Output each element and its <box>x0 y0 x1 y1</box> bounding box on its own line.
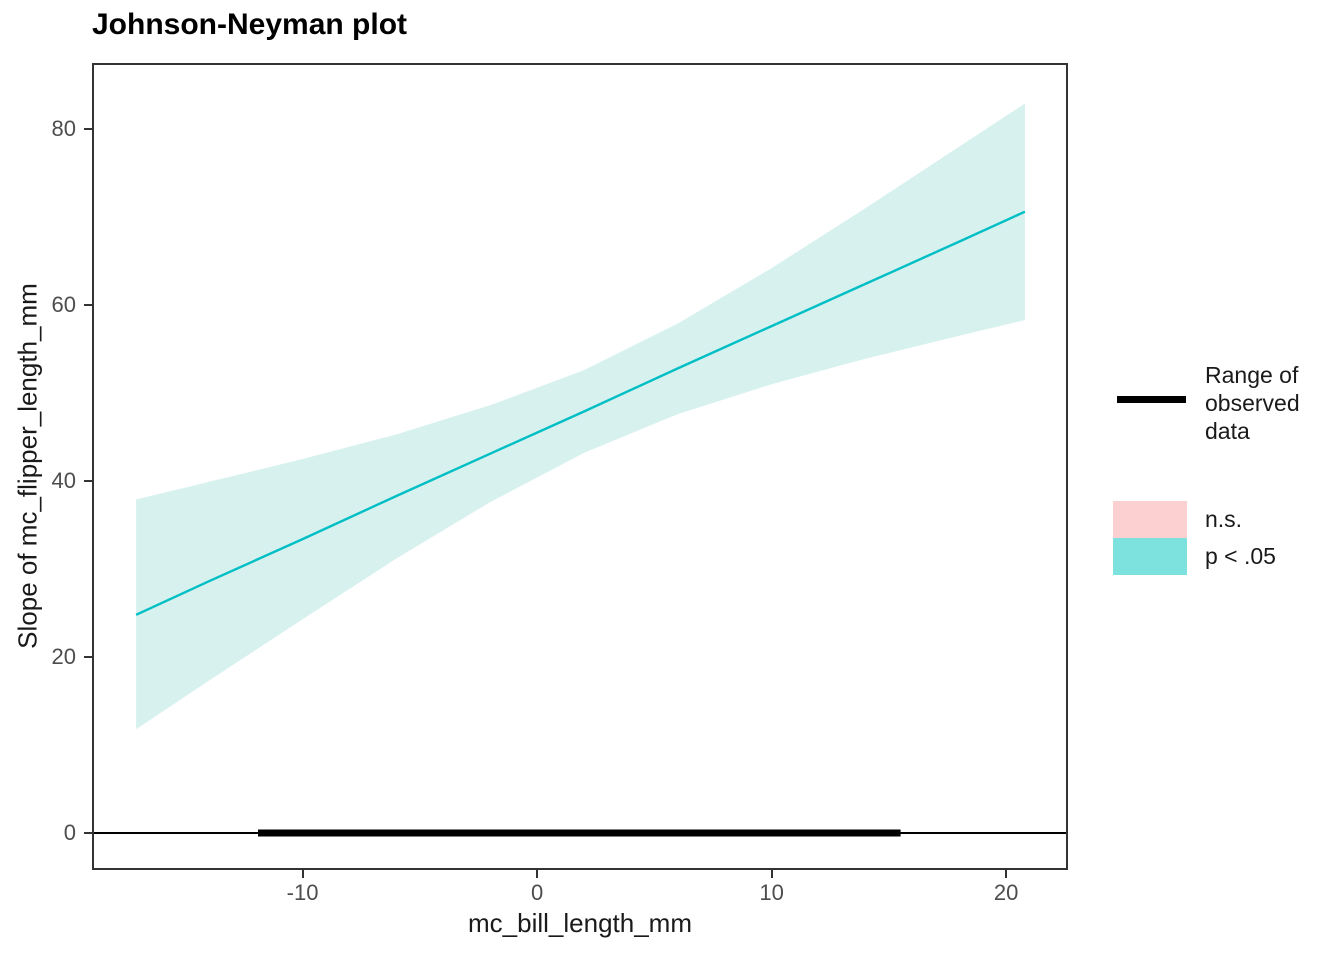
x-tick-label: 0 <box>530 880 544 905</box>
y-tick-mark <box>84 832 92 835</box>
x-axis-title: mc_bill_length_mm <box>468 908 692 938</box>
panel-border <box>92 63 1068 870</box>
x-tick-mark <box>536 870 539 878</box>
y-tick-label: 40 <box>51 468 76 494</box>
legend-swatch-significant <box>1113 538 1187 575</box>
legend-label-significant: p < .05 <box>1205 543 1276 569</box>
x-tick-mark <box>770 870 773 878</box>
y-tick-mark <box>84 656 92 659</box>
x-tick-mark <box>1005 870 1008 878</box>
y-tick-label: 0 <box>63 820 76 846</box>
y-tick-label: 80 <box>51 116 76 141</box>
legend-row: p < .05 <box>1113 538 1276 575</box>
significance-legend: n.s. p < .05 <box>1113 501 1276 575</box>
legend-row: n.s. <box>1113 501 1276 538</box>
y-tick-mark <box>84 480 92 483</box>
plot-title: Johnson-Neyman plot <box>92 8 408 41</box>
x-tick-label: 10 <box>759 880 784 905</box>
y-axis-title: Slope of mc_flipper_length_mm <box>12 283 43 649</box>
y-tick-label: 20 <box>51 644 76 670</box>
range-of-observed-data-key-line <box>1117 396 1186 403</box>
y-tick-mark <box>84 128 92 130</box>
confidence-ribbon <box>136 103 1025 730</box>
range-of-observed-data-label: Range of observed data <box>1205 362 1300 444</box>
x-tick-label: 20 <box>993 880 1019 905</box>
x-tick-label: -10 <box>286 880 319 905</box>
y-tick-mark <box>84 304 92 306</box>
legend-swatch-ns <box>1113 501 1187 538</box>
chart-canvas <box>92 63 1068 870</box>
legend-label-ns: n.s. <box>1205 506 1243 532</box>
x-tick-mark <box>301 870 304 878</box>
slope-estimate-line <box>135 210 1026 616</box>
y-tick-label: 60 <box>51 292 76 317</box>
